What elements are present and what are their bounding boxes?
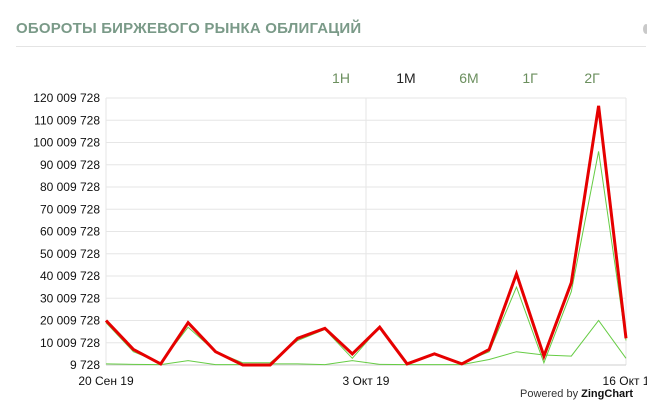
y-tick-label: 40 009 728 — [40, 269, 100, 283]
y-tick-label: 90 009 728 — [40, 158, 100, 172]
y-tick-label: 10 009 728 — [40, 336, 100, 350]
powered-by[interactable]: Powered by ZingChart — [520, 388, 633, 400]
powered-prefix: Powered by — [520, 388, 579, 400]
range-tab-1w[interactable]: 1Н — [332, 70, 350, 86]
y-tick-label: 20 009 728 — [40, 314, 100, 328]
x-tick-label: 20 Сен 19 — [78, 374, 134, 388]
y-tick-label: 30 009 728 — [40, 291, 100, 305]
title-divider — [16, 46, 646, 47]
x-tick-label: 16 Окт 1 — [603, 374, 647, 388]
series-line-2[interactable] — [105, 319, 627, 366]
series-line-0[interactable] — [104, 105, 628, 367]
range-tabs: 1Н 1М 6М 1Г 2Г — [0, 70, 647, 92]
y-tick-label: 80 009 728 — [40, 180, 100, 194]
y-tick-label: 9 728 — [70, 358, 100, 372]
y-tick-label: 70 009 728 — [40, 202, 100, 216]
range-tab-6m[interactable]: 6М — [459, 70, 479, 86]
series-line-1[interactable] — [105, 151, 627, 365]
range-tab-2y[interactable]: 2Г — [584, 70, 600, 86]
y-tick-label: 50 009 728 — [40, 247, 100, 261]
options-dot-icon[interactable] — [643, 24, 647, 34]
powered-brand: ZingChart — [581, 388, 634, 400]
y-tick-label: 110 009 728 — [34, 113, 100, 127]
x-tick-label: 3 Окт 19 — [343, 374, 390, 388]
range-tab-1y[interactable]: 1Г — [522, 70, 538, 86]
range-tab-1m[interactable]: 1М — [396, 70, 416, 86]
chart-title: ОБОРОТЫ БИРЖЕВОГО РЫНКА ОБЛИГАЦИЙ — [16, 20, 362, 37]
y-tick-label: 60 009 728 — [40, 225, 100, 239]
y-tick-label: 100 009 728 — [33, 136, 100, 150]
y-tick-label: 120 009 728 — [33, 91, 100, 105]
